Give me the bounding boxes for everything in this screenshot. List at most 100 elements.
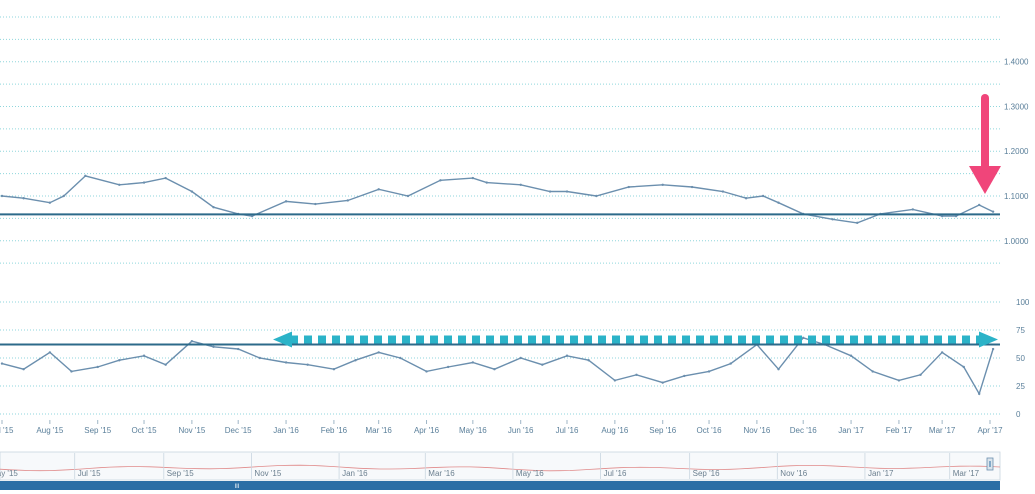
- x-tick-label: May '16: [459, 426, 487, 435]
- price-point: [142, 181, 146, 184]
- teal-arrow-left-head: [273, 331, 292, 348]
- oscillator-point: [977, 392, 981, 396]
- price-tick-label: 1.1000: [1004, 192, 1029, 201]
- navigator-label: May '16: [516, 469, 544, 478]
- oscillator-point: [164, 363, 167, 366]
- oscillator-point: [22, 368, 25, 371]
- price-point: [0, 194, 4, 198]
- x-tick-label: Mar '16: [365, 426, 392, 435]
- oscillator-point: [446, 365, 450, 369]
- price-point: [190, 190, 194, 193]
- price-point: [118, 183, 121, 187]
- price-point: [439, 179, 442, 182]
- oscillator-point: [729, 362, 732, 365]
- oscillator-tick-label: 75: [1016, 326, 1025, 335]
- price-point: [22, 197, 25, 200]
- oscillator-point: [871, 370, 874, 373]
- x-tick-label: Jan '17: [838, 426, 864, 435]
- navigator-label: Sep '16: [693, 469, 720, 478]
- scrollbar[interactable]: [0, 481, 1000, 490]
- oscillator-point: [991, 347, 995, 351]
- oscillator-point: [541, 363, 544, 366]
- down-arrow-head: [969, 166, 1001, 194]
- price-point: [595, 194, 598, 198]
- price-point: [661, 183, 664, 187]
- price-point: [991, 210, 995, 213]
- x-tick-label: Mar '17: [929, 426, 956, 435]
- price-point: [911, 208, 915, 211]
- x-tick-label: Dec '15: [225, 426, 252, 435]
- oscillator-tick-label: 100: [1016, 298, 1030, 307]
- navigator-background: [0, 451, 1001, 481]
- price-point: [690, 185, 694, 189]
- oscillator-point: [306, 363, 309, 366]
- navigator-label: Nov '16: [780, 469, 807, 478]
- price-point: [940, 214, 944, 218]
- price-point: [485, 181, 488, 184]
- price-point: [721, 190, 725, 193]
- navigator-label: Sep '15: [167, 469, 194, 478]
- x-tick-label: Oct '16: [696, 426, 722, 435]
- price-tick-label: 1.2000: [1004, 147, 1029, 156]
- annotations: [273, 94, 1001, 348]
- oscillator-point: [425, 370, 428, 373]
- navigator-label: May '15: [0, 469, 18, 478]
- price-tick-label: 1.4000: [1004, 58, 1029, 67]
- x-axis: Jul '15 Aug '15 Sep '15 Oct '15 Nov '15 Dec '…: [0, 420, 1003, 435]
- oscillator-point: [940, 351, 944, 354]
- oscillator-point: [258, 356, 262, 360]
- x-tick-label: Aug '16: [601, 426, 628, 435]
- price-point: [314, 202, 317, 206]
- x-tick-label: Nov '15: [178, 426, 205, 435]
- navigator-series: [0, 464, 1001, 472]
- oscillator-point: [777, 368, 780, 371]
- oscillator-point: [48, 351, 52, 354]
- oscillator-point: [897, 379, 901, 382]
- oscillator-point: [661, 381, 664, 384]
- oscillator-point: [399, 356, 402, 360]
- oscillator-point: [962, 365, 965, 369]
- navigator[interactable]: May '15 Jul '15 Sep '15 Nov '15 Jan '16 Mar '…: [0, 451, 1001, 490]
- price-point: [406, 194, 410, 198]
- oscillator-point: [802, 336, 805, 340]
- navigator-label: Jan '16: [342, 469, 368, 478]
- price-point: [744, 197, 748, 200]
- x-tick-label: Feb '16: [321, 426, 348, 435]
- x-tick-label: Jul '15: [0, 426, 14, 435]
- navigator-label: Nov '15: [254, 469, 281, 478]
- price-point: [346, 199, 349, 202]
- oscillator-point: [190, 340, 194, 343]
- price-point: [164, 176, 167, 180]
- x-tick-label: Sep '16: [649, 426, 676, 435]
- x-tick-label: Dec '16: [790, 426, 817, 435]
- x-tick-label: Nov '16: [743, 426, 770, 435]
- price-point: [250, 214, 254, 218]
- oscillator-point: [70, 370, 73, 373]
- price-point: [212, 205, 215, 209]
- price-point: [954, 214, 958, 218]
- price-point: [565, 190, 569, 193]
- oscillator-point: [471, 361, 475, 364]
- oscillator-point: [565, 354, 569, 357]
- oscillator-panel: 0 25 50 75 100: [0, 298, 1030, 419]
- oscillator-point: [332, 368, 336, 371]
- price-point: [831, 218, 834, 221]
- oscillator-point: [849, 354, 853, 357]
- price-point: [548, 190, 552, 193]
- price-point: [761, 194, 765, 198]
- oscillator-point: [919, 373, 922, 376]
- oscillator-point: [354, 359, 357, 362]
- oscillator-series-line: [1, 336, 994, 396]
- x-tick-label: Sep '15: [84, 426, 111, 435]
- x-tick-label: Jul '16: [556, 426, 579, 435]
- oscillator-point: [96, 365, 99, 369]
- oscillator-point: [0, 362, 4, 365]
- navigator-label: Jan '17: [868, 469, 894, 478]
- price-point: [377, 188, 380, 191]
- oscillator-point: [493, 368, 496, 371]
- oscillator-point: [142, 354, 146, 357]
- price-point: [471, 176, 475, 180]
- oscillator-point: [707, 370, 711, 373]
- oscillator-point: [236, 347, 240, 351]
